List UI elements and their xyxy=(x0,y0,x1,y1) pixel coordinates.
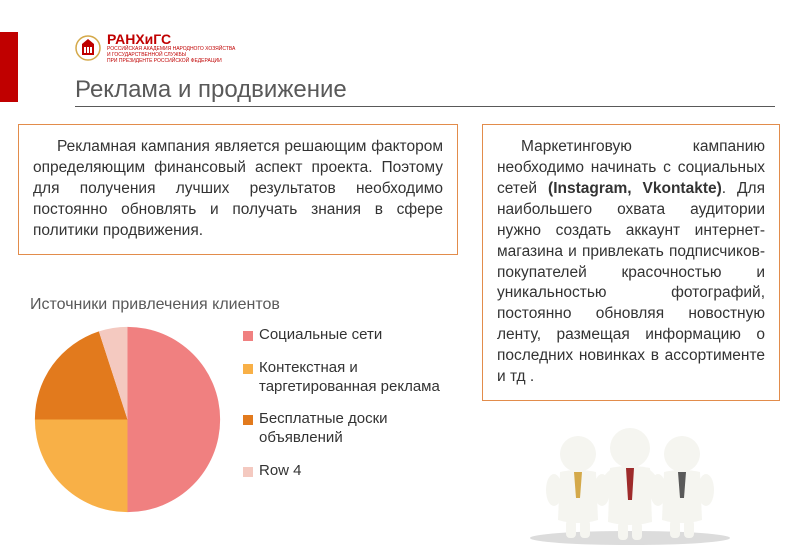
legend-label: Социальные сети xyxy=(259,326,382,345)
title-underline xyxy=(75,106,775,107)
box-right-bold: (Instagram, Vkontakte) xyxy=(548,180,722,197)
box-right-post: . Для наибольшего охвата аудитории нужно… xyxy=(497,180,765,385)
legend-swatch xyxy=(243,467,253,477)
chart-title: Источники привлечения клиентов xyxy=(30,296,460,314)
page-title: Реклама и продвижение xyxy=(75,76,347,104)
pie-chart: Источники привлечения клиентов Социальны… xyxy=(30,296,460,517)
legend-swatch xyxy=(243,364,253,374)
legend-item: Социальные сети xyxy=(243,326,460,345)
accent-bar xyxy=(0,32,18,102)
legend-swatch xyxy=(243,331,253,341)
text-box-right: Маркетинговую кампанию необходимо начина… xyxy=(482,124,780,401)
logo: РАНХиГС РОССИЙСКАЯ АКАДЕМИЯ НАРОДНОГО ХО… xyxy=(75,32,235,64)
pie-slice xyxy=(35,420,128,513)
emblem-icon xyxy=(75,35,101,61)
legend-label: Row 4 xyxy=(259,462,302,481)
pie-svg xyxy=(30,322,225,517)
legend-swatch xyxy=(243,415,253,425)
legend-item: Бесплатные доски объявлений xyxy=(243,410,460,448)
logo-sub3: ПРИ ПРЕЗИДЕНТЕ РОССИЙСКОЙ ФЕДЕРАЦИИ xyxy=(107,58,235,64)
logo-main: РАНХиГС xyxy=(107,32,235,46)
chart-legend: Социальные сети Контекстная и таргетирова… xyxy=(243,322,460,481)
legend-label: Бесплатные доски объявлений xyxy=(259,410,460,448)
legend-item: Контекстная и таргетированная реклама xyxy=(243,359,460,397)
legend-label: Контекстная и таргетированная реклама xyxy=(259,359,460,397)
box-left-text: Рекламная кампания является решающим фак… xyxy=(33,138,443,239)
text-box-left: Рекламная кампания является решающим фак… xyxy=(18,124,458,255)
pie-slice xyxy=(128,327,221,512)
people-illustration xyxy=(510,420,750,545)
legend-item: Row 4 xyxy=(243,462,460,481)
